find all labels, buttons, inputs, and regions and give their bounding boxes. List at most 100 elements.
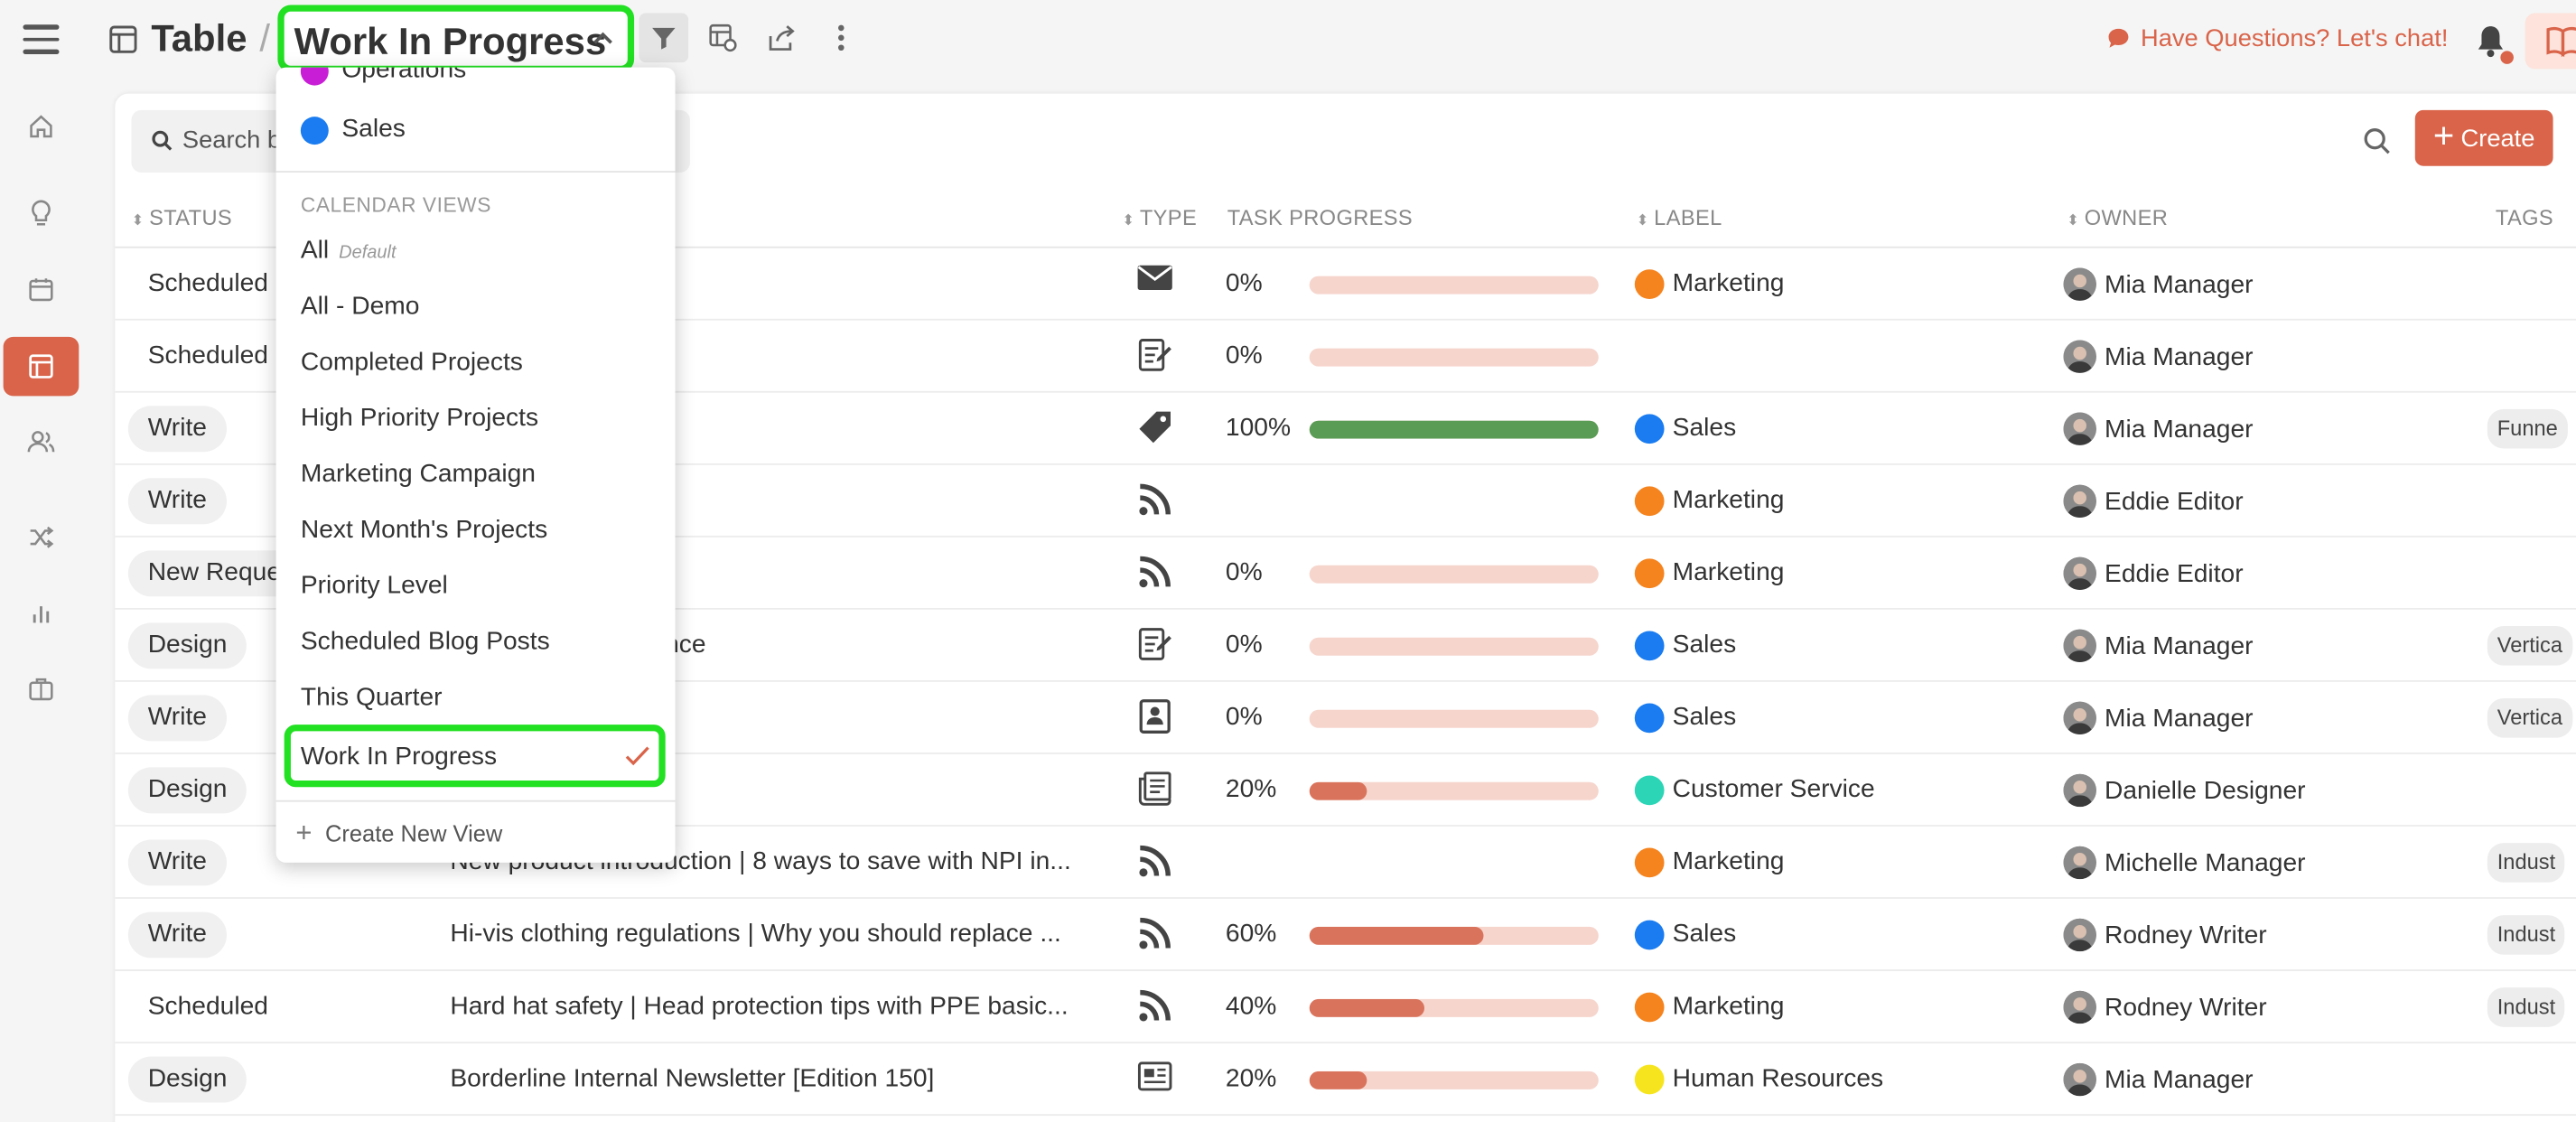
label-name[interactable]: Marketing [1672, 847, 1785, 876]
label-name[interactable]: Sales [1672, 920, 1737, 949]
dropdown-view-item[interactable]: High Priority Projects [301, 404, 538, 434]
column-header-status[interactable]: ⬍ STATUS [132, 205, 233, 229]
label-name[interactable]: Marketing [1672, 269, 1785, 298]
create-button[interactable]: + Create [2414, 109, 2553, 166]
shuffle-icon[interactable] [4, 508, 79, 566]
owner-name[interactable]: Mia Manager [2105, 416, 2254, 444]
home-icon[interactable] [4, 97, 79, 155]
tag-chip[interactable]: Indust [2487, 987, 2566, 1027]
view-settings-button[interactable] [698, 14, 748, 63]
dropdown-view-item[interactable]: Completed Projects [301, 349, 523, 379]
column-header-label: LABEL [1654, 205, 1722, 230]
table-row[interactable]: Write Hi-vis clothing regulations | Why y… [115, 899, 2576, 971]
dropdown-item-selected[interactable]: Work In Progress [284, 725, 666, 788]
label-name[interactable]: Marketing [1672, 992, 1785, 1021]
status-badge[interactable]: New Reque [127, 550, 301, 597]
column-header-type[interactable]: ⬍ TYPE [1122, 205, 1197, 229]
label-name[interactable]: Customer Service [1672, 775, 1875, 804]
status-badge[interactable]: Design [127, 622, 247, 669]
owner-name[interactable]: Mia Manager [2105, 343, 2254, 372]
status-badge[interactable]: Write [127, 478, 227, 525]
owner-name[interactable]: Danielle Designer [2105, 777, 2306, 806]
status-badge[interactable]: Write [127, 406, 227, 453]
label-name[interactable]: Sales [1672, 631, 1737, 659]
tag-chip[interactable]: Vertica [2487, 698, 2572, 738]
avatar [2063, 773, 2096, 808]
owner-name[interactable]: Mia Manager [2105, 1066, 2254, 1095]
dropdown-item-sales[interactable]: Sales [341, 115, 406, 144]
owner-name[interactable]: Rodney Writer [2105, 921, 2267, 950]
calendar-icon[interactable] [4, 259, 79, 318]
dropdown-view-item[interactable]: All Default [301, 237, 397, 266]
view-selector[interactable]: Work In Progress [277, 5, 635, 73]
dropdown-view-item[interactable]: Next Month's Projects [301, 516, 547, 546]
dropdown-view-item[interactable]: All - Demo [301, 293, 420, 323]
create-new-view-button[interactable]: + Create New View [295, 817, 502, 849]
owner-name[interactable]: Mia Manager [2105, 632, 2254, 661]
dropdown-view-item[interactable]: Priority Level [301, 572, 448, 602]
help-docs-button[interactable] [2525, 13, 2576, 70]
owner-name[interactable]: Eddie Editor [2105, 560, 2244, 589]
status-badge[interactable]: Design [127, 767, 247, 814]
column-header-tags[interactable]: TAGS [2496, 205, 2553, 229]
table-row[interactable]: Write New product introduction | 8 ways t… [115, 827, 2576, 899]
status-badge[interactable]: Write [127, 839, 227, 886]
chat-link[interactable]: Have Questions? Let's chat! [2106, 24, 2448, 52]
status-badge[interactable]: Scheduled [147, 992, 268, 1021]
column-header-label-col[interactable]: ⬍ LABEL [1637, 205, 1722, 229]
label-name[interactable]: Marketing [1672, 558, 1785, 587]
view-dropdown: Operations Sales CALENDAR VIEWS All Defau… [275, 67, 676, 863]
dropdown-view-item[interactable]: Marketing Campaign [301, 460, 536, 490]
hamburger-menu-icon[interactable] [23, 24, 60, 54]
briefcase-icon[interactable] [4, 659, 79, 717]
tag-chip[interactable]: Vertica [2487, 626, 2572, 666]
filter-button[interactable] [639, 13, 689, 63]
search-toggle-icon[interactable] [2363, 126, 2393, 164]
tag-chip[interactable]: Indust [2487, 843, 2566, 883]
more-options-button[interactable] [817, 14, 866, 63]
label-name[interactable]: Marketing [1672, 486, 1785, 515]
table-row[interactable]: Writent AnnouncementMarketingEddie Edito… [115, 465, 2576, 538]
status-badge[interactable]: Scheduled [147, 269, 268, 298]
progress-percent: 60% [1225, 920, 1277, 949]
owner-name[interactable]: Eddie Editor [2105, 488, 2244, 517]
table-row[interactable]: Scheduled Hard hat safety | Head protecti… [115, 971, 2576, 1044]
dropdown-view-item[interactable]: This Quarter [301, 684, 443, 714]
table-nav-icon[interactable] [3, 336, 79, 397]
users-icon[interactable] [4, 413, 79, 472]
table-row[interactable]: Design Borderline Internal Newsletter [Ed… [115, 1043, 2576, 1117]
label-name[interactable]: Human Resources [1672, 1064, 1884, 1093]
table-row[interactable]: New Reque 0% Marketing Eddie Editor [115, 538, 2576, 610]
label-name[interactable]: Sales [1672, 703, 1737, 732]
bell-icon[interactable] [2474, 23, 2506, 67]
owner-name[interactable]: Michelle Manager [2105, 849, 2306, 878]
owner-name[interactable]: Mia Manager [2105, 271, 2254, 300]
row-title[interactable]: Borderline Internal Newsletter [Edition … [450, 1064, 935, 1093]
status-badge[interactable]: Write [127, 695, 227, 742]
bar-chart-icon[interactable] [4, 584, 79, 642]
row-title[interactable]: Hi-vis clothing regulations | Why you sh… [450, 920, 1061, 949]
label-name[interactable]: Sales [1672, 414, 1737, 443]
table-row[interactable]: Scheduledmanager0%Mia Manager [115, 321, 2576, 393]
tag-chip[interactable]: Indust [2487, 915, 2566, 955]
status-badge[interactable]: Scheduled [147, 341, 268, 370]
status-badge[interactable]: Write [127, 912, 227, 958]
status-badge[interactable]: Design [127, 1056, 247, 1103]
row-title[interactable]: Hard hat safety | Head protection tips w… [450, 992, 1069, 1021]
column-header-owner[interactable]: ⬍ OWNER [2067, 205, 2168, 229]
owner-name[interactable]: Rodney Writer [2105, 994, 2267, 1023]
owner-name[interactable]: Mia Manager [2105, 705, 2254, 734]
dropdown-item-operations[interactable]: Operations [341, 67, 467, 84]
column-header-task-progress[interactable]: TASK PROGRESS [1227, 205, 1413, 229]
page-title[interactable]: Table [151, 16, 247, 60]
lightbulb-icon[interactable] [4, 184, 79, 243]
share-button[interactable] [758, 14, 807, 63]
sidebar [0, 82, 82, 1122]
tag-chip[interactable]: Funne [2487, 408, 2568, 449]
dropdown-view-item[interactable]: Scheduled Blog Posts [301, 628, 550, 658]
